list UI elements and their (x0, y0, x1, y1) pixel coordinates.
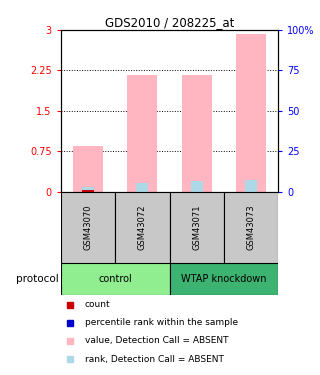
Text: protocol: protocol (16, 274, 59, 284)
Bar (236, 34, 266, 192)
Text: rank, Detection Call = ABSENT: rank, Detection Call = ABSENT (85, 355, 224, 364)
Bar (82, 190, 94, 192)
Bar (127, 75, 157, 192)
Bar (170, 192, 224, 262)
Bar (136, 183, 148, 192)
Bar (191, 181, 203, 192)
Title: GDS2010 / 208225_at: GDS2010 / 208225_at (105, 16, 234, 29)
Bar (82, 188, 94, 192)
Text: count: count (85, 300, 110, 309)
Bar (245, 180, 257, 192)
Bar (224, 192, 278, 262)
Text: GSM43073: GSM43073 (247, 204, 256, 250)
Bar (61, 192, 115, 262)
Bar (115, 192, 170, 262)
Bar (170, 263, 278, 295)
Text: GSM43070: GSM43070 (84, 204, 92, 250)
Text: GSM43072: GSM43072 (138, 204, 147, 250)
Text: percentile rank within the sample: percentile rank within the sample (85, 318, 238, 327)
Text: WTAP knockdown: WTAP knockdown (181, 274, 267, 284)
Text: control: control (98, 274, 132, 284)
Bar (61, 263, 170, 295)
Text: value, Detection Call = ABSENT: value, Detection Call = ABSENT (85, 336, 228, 345)
Bar (182, 75, 212, 192)
Text: GSM43071: GSM43071 (192, 204, 201, 250)
Bar (73, 146, 103, 192)
